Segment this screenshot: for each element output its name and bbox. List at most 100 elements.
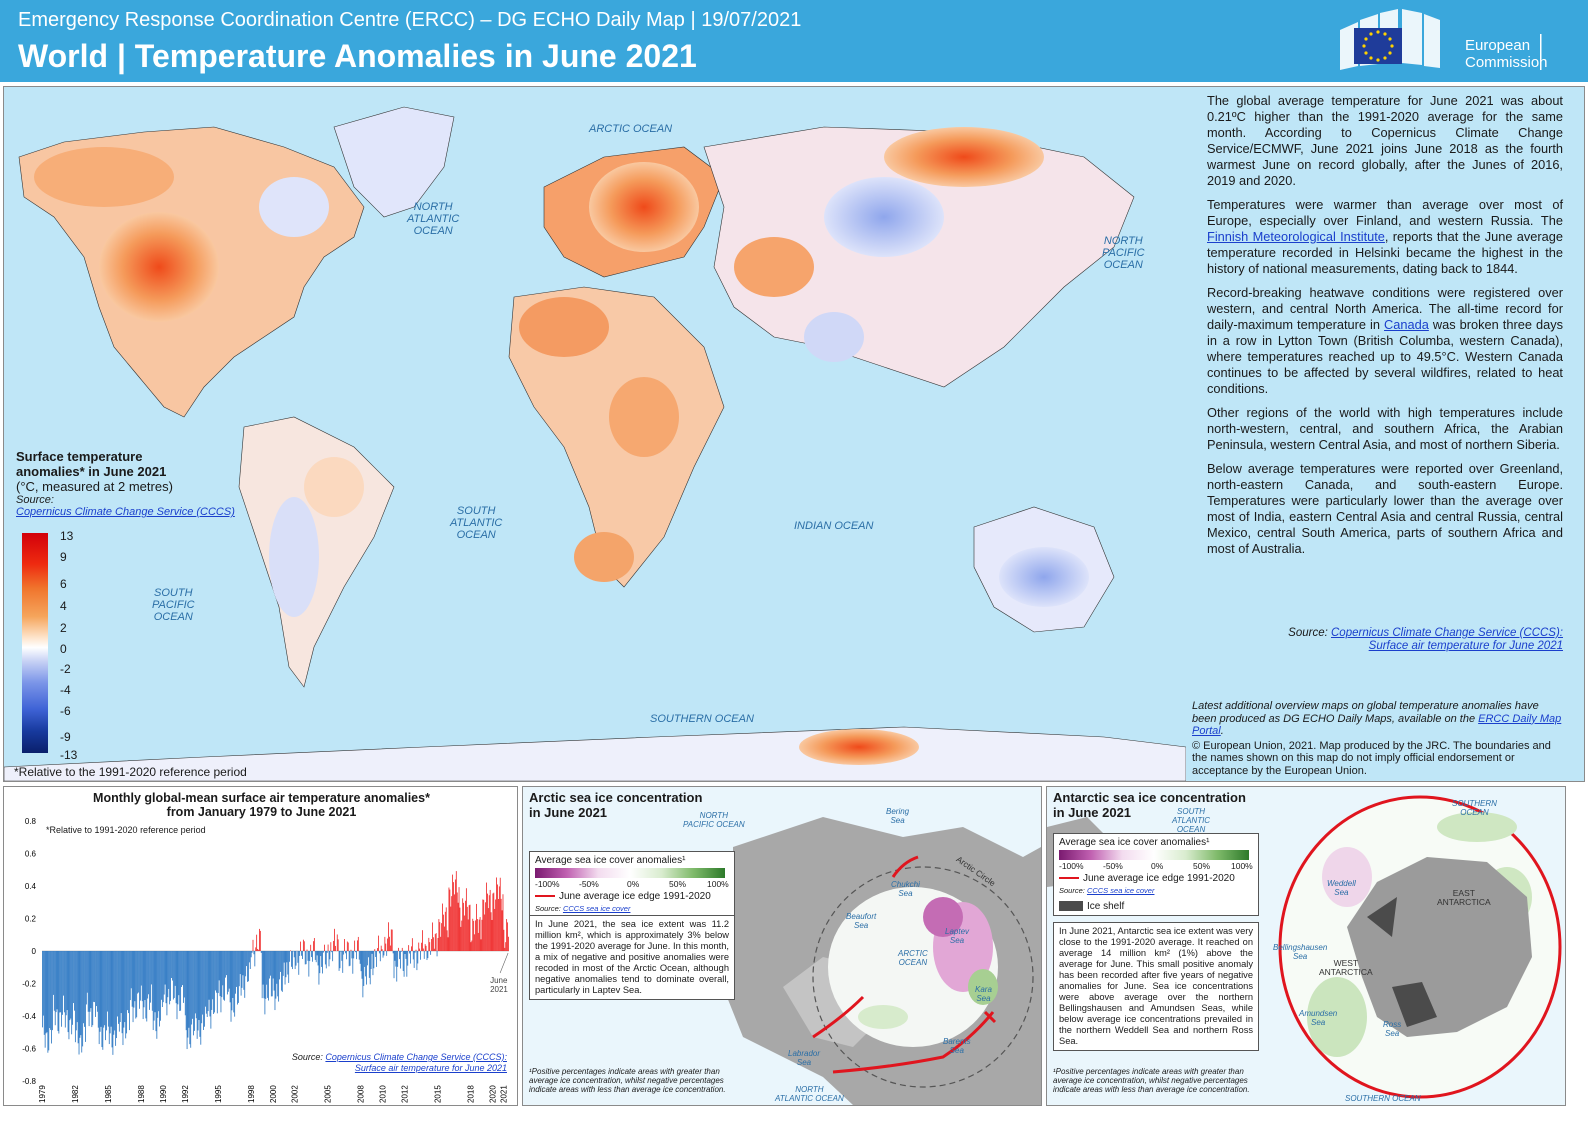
chart-bar — [319, 951, 321, 974]
chart-source-link[interactable]: Copernicus Climate Change Service (CCCS)… — [325, 1052, 507, 1062]
chart-bar — [425, 945, 427, 951]
chart-bar — [247, 951, 248, 982]
chart-bar — [286, 951, 288, 963]
chart-bar — [76, 951, 78, 1023]
x-tick-label: 1995 — [214, 1085, 223, 1103]
chart-bar — [486, 882, 487, 951]
chart-bar — [251, 951, 253, 953]
chart-bar — [208, 951, 210, 1000]
chart-bar — [140, 951, 142, 986]
chart-bar — [63, 951, 64, 996]
chart-bar — [242, 951, 244, 976]
chart-bar — [273, 951, 275, 991]
chart-bar — [424, 944, 426, 951]
chart-bar — [422, 930, 423, 951]
chart-bar — [465, 888, 467, 951]
chart-bar — [303, 941, 305, 951]
chart-bar — [492, 893, 494, 951]
x-tick-label: 2010 — [379, 1085, 388, 1103]
chart-bar — [300, 941, 301, 951]
label-north-pacific: NORTH PACIFIC OCEAN — [1102, 235, 1145, 271]
chart-bar — [129, 951, 131, 1001]
chart-bar — [293, 951, 295, 958]
chart-bar — [106, 951, 107, 1031]
chart-bar — [383, 951, 385, 956]
y-tick-label: 0 — [32, 947, 37, 956]
ercc-portal-link[interactable]: ERCC Daily Map Portal — [1192, 712, 1562, 738]
chart-bar — [204, 951, 206, 1007]
chart-bar — [179, 951, 181, 1011]
chart-bar — [284, 951, 286, 985]
chart-bar — [114, 951, 116, 1031]
label-southern-ocean-bottom: SOUTHERN OCEAN — [1345, 1094, 1421, 1103]
arctic-source-link[interactable]: CCCS sea ice cover — [562, 904, 631, 913]
chart-bar — [252, 939, 254, 951]
chart-bar — [361, 951, 363, 979]
chart-bar — [343, 951, 345, 955]
chart-bar — [167, 951, 169, 998]
chart-bar — [77, 951, 79, 1044]
chart-bar — [221, 951, 223, 998]
chart-bar — [250, 951, 252, 958]
chart-bar — [432, 922, 433, 951]
chart-bar — [98, 951, 100, 1045]
chart-bar — [259, 930, 261, 951]
antarctic-source-link[interactable]: CCCS sea ice cover — [1086, 886, 1155, 895]
chart-bar — [469, 904, 471, 951]
chart-bar — [133, 951, 135, 1008]
chart-bar — [218, 951, 220, 981]
x-tick-label: 2012 — [401, 1085, 410, 1103]
antarctic-legend: Average sea ice cover anomalies¹ -100% -… — [1053, 833, 1259, 916]
chart-bar — [42, 951, 44, 1016]
chart-bar — [67, 951, 69, 1033]
copyright-note: © European Union, 2021. Map produced by … — [1192, 739, 1551, 777]
label-bellingshausen-sea: Bellingshausen Sea — [1273, 943, 1328, 961]
x-tick-label: 2000 — [269, 1085, 278, 1103]
chart-bar — [488, 895, 490, 951]
antarctic-text: In June 2021, Antarctic sea ice extent w… — [1053, 922, 1259, 1051]
chart-bar — [64, 951, 66, 1028]
chart-bar — [118, 951, 119, 1024]
chart-bar — [163, 951, 165, 995]
chart-dataset-link[interactable]: Surface air temperature for June 2021 — [354, 1063, 507, 1073]
copernicus-link[interactable]: Copernicus Climate Change Service (CCCS)… — [1331, 627, 1563, 639]
fmi-link[interactable]: Finnish Meteorological Institute — [1207, 229, 1385, 244]
chart-bar — [388, 922, 389, 951]
chart-bar — [135, 951, 137, 1019]
colorbar-tick: -4 — [60, 683, 71, 697]
chart-bar — [188, 951, 190, 1028]
chart-bar — [407, 951, 409, 966]
x-tick-label: 1982 — [71, 1085, 80, 1103]
chart-bar — [54, 951, 56, 1026]
chart-bar — [369, 951, 371, 985]
chart-bar — [280, 951, 281, 972]
chart-bar — [389, 936, 390, 951]
summary-paragraph: Other regions of the world with high tem… — [1207, 405, 1563, 452]
canada-link[interactable]: Canada — [1384, 317, 1429, 332]
chart-bar — [419, 948, 421, 951]
chart-bar — [349, 951, 351, 966]
chart-bar — [280, 951, 282, 991]
chart-bar — [312, 951, 313, 962]
chart-bar — [485, 902, 486, 951]
chart-bar — [404, 951, 406, 954]
chart-bar — [201, 951, 203, 1024]
chart-bar — [427, 951, 429, 959]
chart-bar — [238, 951, 240, 987]
chart-bar — [433, 948, 435, 951]
chart-bar — [500, 898, 502, 951]
chart-bar — [127, 951, 128, 1011]
chart-bar — [209, 951, 211, 1017]
chart-bar — [276, 951, 278, 984]
chart-bar — [212, 951, 214, 1000]
chart-bar — [139, 951, 141, 1001]
chart-bar — [337, 939, 339, 951]
chart-bar — [42, 951, 43, 1028]
chart-bar — [101, 951, 103, 1048]
legend-source-link[interactable]: Copernicus Climate Change Service (CCCS) — [16, 506, 235, 518]
chart-bar — [455, 871, 457, 951]
copernicus-dataset-link[interactable]: Surface air temperature for June 2021 — [1368, 640, 1563, 652]
chart-bar — [290, 950, 291, 951]
chart-bar — [58, 951, 60, 1034]
chart-bar — [237, 951, 239, 1003]
